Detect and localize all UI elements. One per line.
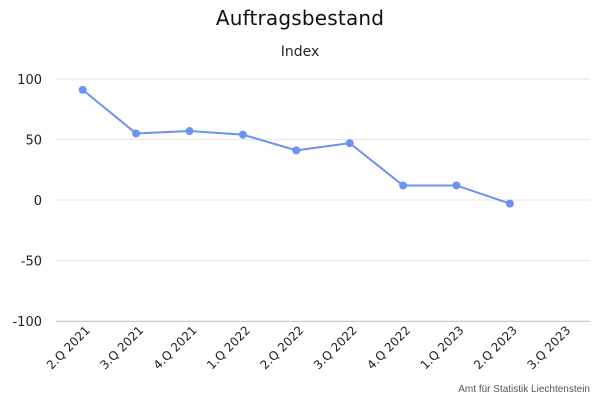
credits-text: Amt für Statistik Liechtenstein (458, 384, 590, 395)
data-point[interactable] (292, 146, 301, 155)
data-point[interactable] (78, 85, 87, 94)
data-point[interactable] (399, 181, 408, 190)
x-tick-label: 3.Q 2023 (524, 323, 573, 372)
y-tick-label: 50 (25, 134, 42, 149)
y-tick-label: -50 (21, 255, 42, 270)
data-point[interactable] (345, 139, 354, 148)
data-point[interactable] (452, 181, 461, 190)
chart-subtitle: Index (280, 44, 320, 60)
data-point[interactable] (505, 199, 514, 208)
x-tick-label: 2.Q 2023 (471, 323, 520, 372)
data-point[interactable] (185, 127, 194, 136)
x-tick-label: 3.Q 2021 (97, 323, 146, 372)
x-tick-label: 4.Q 2022 (364, 323, 413, 372)
x-tick-label: 2.Q 2022 (257, 323, 306, 372)
x-tick-label: 4.Q 2021 (151, 323, 200, 372)
y-tick-label: 100 (17, 73, 42, 88)
data-point[interactable] (132, 129, 141, 138)
x-tick-label: 1.Q 2023 (418, 323, 467, 372)
chart-title: Auftragsbestand (215, 6, 385, 30)
x-tick-label: 2.Q 2021 (44, 323, 93, 372)
x-tick-label: 1.Q 2022 (204, 323, 253, 372)
y-tick-label: 0 (34, 194, 42, 209)
data-point[interactable] (238, 130, 247, 139)
y-tick-label: -100 (12, 315, 42, 330)
x-tick-label: 3.Q 2022 (311, 323, 360, 372)
